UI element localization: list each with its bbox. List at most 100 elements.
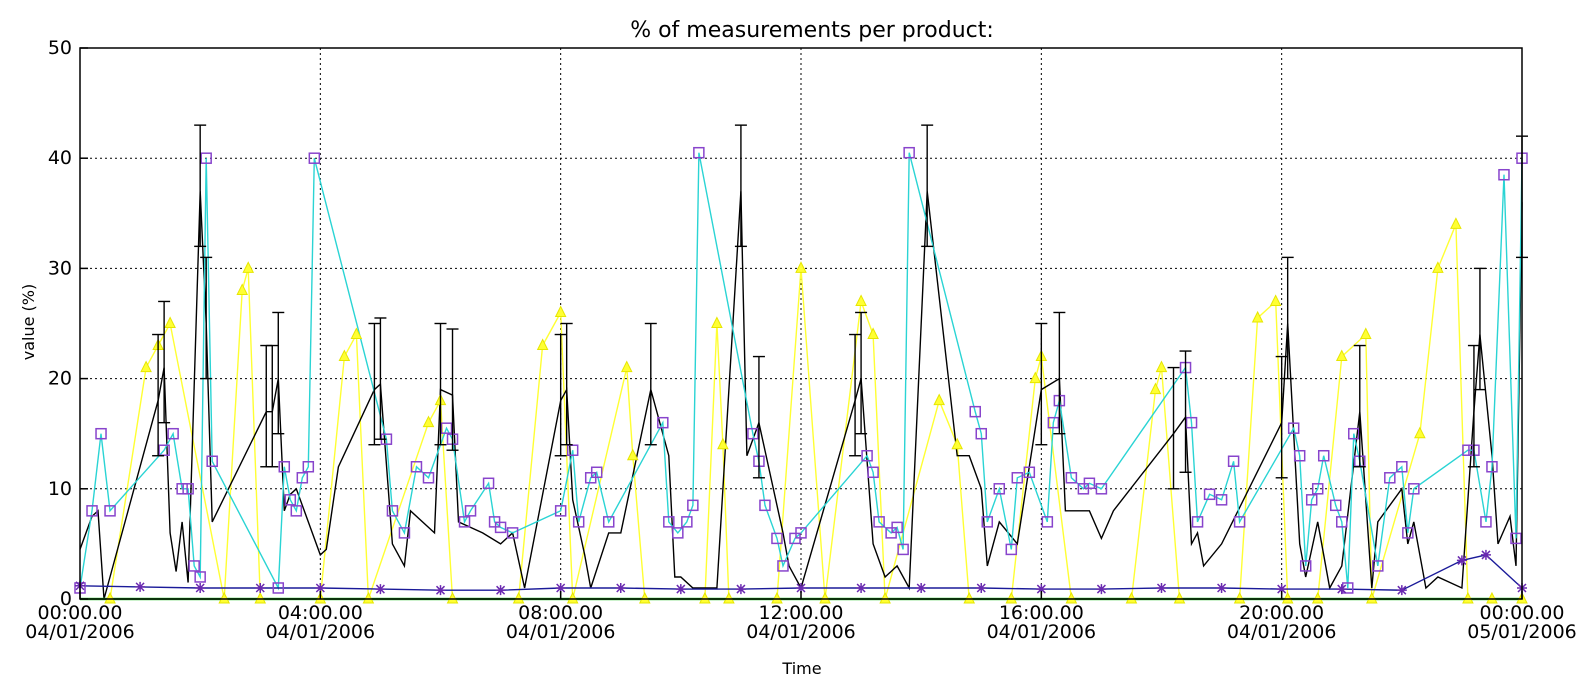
star-point xyxy=(255,582,266,593)
square-point xyxy=(1372,560,1384,572)
star-point xyxy=(675,584,686,595)
square-point xyxy=(1011,472,1024,484)
triangle-point xyxy=(1233,591,1246,604)
square-point xyxy=(482,477,495,490)
y-tick-label: 30 xyxy=(48,257,72,279)
triangle-point xyxy=(338,349,351,362)
triangle-point xyxy=(1173,591,1186,604)
square-point xyxy=(1065,472,1078,484)
y-tick-label: 0 xyxy=(60,588,72,610)
triangle-point xyxy=(164,316,176,328)
x-tick-label-time: 00:00.00 xyxy=(1480,602,1565,624)
triangle-point xyxy=(1149,382,1162,395)
x-tick-label-time: 08:00.00 xyxy=(518,602,603,624)
triangle-point xyxy=(1486,591,1498,604)
star-point xyxy=(375,584,386,595)
square-point xyxy=(1329,499,1342,512)
square-point xyxy=(657,416,669,429)
square-point xyxy=(777,560,789,572)
axis-ticks: 0102030405000:00.0004/01/200604:00.0004/… xyxy=(25,37,1577,643)
triangle-point xyxy=(254,591,267,604)
triangle-point xyxy=(711,316,723,328)
square-point xyxy=(1293,449,1306,462)
triangle-point xyxy=(951,437,964,450)
triangle-point xyxy=(554,305,567,317)
square-point xyxy=(1203,488,1216,501)
triangle-point xyxy=(1462,591,1474,604)
x-tick-label-date: 04/01/2006 xyxy=(266,621,376,643)
triangle-point xyxy=(638,591,651,604)
square-point xyxy=(1215,494,1228,506)
triangle-point xyxy=(1155,360,1168,373)
y-tick-label: 20 xyxy=(48,368,72,390)
triangle-point xyxy=(626,448,639,461)
triangle-point xyxy=(723,591,735,604)
triangle-point xyxy=(422,415,435,428)
square-point xyxy=(302,461,315,473)
square-point xyxy=(410,461,423,473)
triangle-point xyxy=(446,591,459,604)
square-point xyxy=(663,516,675,528)
square-point xyxy=(1005,543,1018,556)
triangle-point xyxy=(620,360,633,373)
square-point xyxy=(975,427,987,440)
square-point xyxy=(458,516,471,528)
square-point xyxy=(200,152,212,164)
triangle-point xyxy=(362,591,375,604)
square-point xyxy=(873,516,885,528)
square-point xyxy=(693,146,705,159)
square-point xyxy=(494,521,507,534)
star-point xyxy=(1216,582,1227,593)
star-point xyxy=(1096,584,1107,595)
square-point xyxy=(182,483,194,495)
star-point xyxy=(135,581,146,592)
triangle-point xyxy=(1251,310,1264,323)
triangle-point xyxy=(1281,591,1294,604)
y-axis-label: value (%) xyxy=(19,284,38,360)
square-point xyxy=(1227,455,1240,467)
square-point xyxy=(861,449,873,462)
star-point xyxy=(315,582,326,593)
square-point xyxy=(398,527,411,539)
triangle-point xyxy=(933,393,946,406)
square-point xyxy=(1191,516,1204,528)
series-line-black xyxy=(79,191,1523,600)
triangle-point xyxy=(717,437,729,450)
star-point xyxy=(856,582,867,593)
triangle-point xyxy=(1125,591,1138,604)
x-tick-label-date: 04/01/2006 xyxy=(987,621,1097,643)
triangle-point xyxy=(795,261,807,273)
star-point xyxy=(796,582,806,593)
star-point xyxy=(735,584,746,595)
star-point xyxy=(1156,582,1167,593)
triangle-point xyxy=(1311,591,1324,604)
square-point xyxy=(1287,422,1300,434)
triangle-point xyxy=(1450,217,1462,229)
square-point xyxy=(386,505,399,517)
square-point xyxy=(759,499,771,512)
star-point xyxy=(615,582,626,593)
triangle-point xyxy=(236,283,249,295)
square-point xyxy=(206,455,218,467)
triangle-point xyxy=(1269,294,1282,306)
triangle-point xyxy=(1365,591,1378,604)
square-point xyxy=(1023,466,1036,479)
star-point xyxy=(916,582,927,593)
triangle-point xyxy=(867,327,879,340)
square-point xyxy=(1498,168,1510,181)
square-point xyxy=(1047,416,1060,429)
triangle-point xyxy=(1005,591,1018,604)
triangle-point xyxy=(566,591,579,604)
square-point xyxy=(506,527,519,539)
square-point xyxy=(993,483,1006,495)
square-point xyxy=(1317,449,1330,462)
square-point xyxy=(681,516,693,528)
square-point xyxy=(1408,483,1420,495)
triangle-point xyxy=(963,591,976,604)
square-point xyxy=(308,152,321,164)
triangle-point xyxy=(855,294,867,306)
square-point xyxy=(1396,461,1408,473)
square-point xyxy=(1480,516,1492,528)
square-point xyxy=(176,483,188,495)
square-point xyxy=(1384,472,1396,484)
